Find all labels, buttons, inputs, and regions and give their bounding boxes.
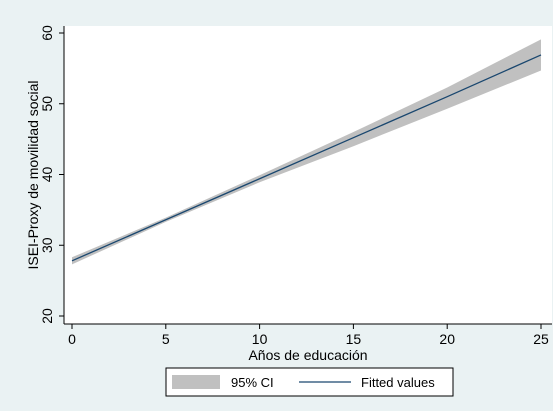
ci-band-layer: [72, 39, 541, 265]
x-tick-label: 0: [68, 331, 76, 347]
y-tick-label: 50: [39, 96, 55, 112]
y-tick-label: 60: [39, 25, 55, 41]
y-ticks: 20 30 40 50 60: [39, 25, 64, 324]
plot-area: [64, 26, 552, 324]
x-axis-label: Años de educación: [248, 347, 367, 363]
legend-swatch-ci: [172, 375, 220, 389]
y-axis-label: ISEI-Proxy de movilidad social: [25, 80, 41, 269]
x-tick-label: 25: [533, 331, 549, 347]
x-tick-label: 20: [439, 331, 455, 347]
y-tick-label: 20: [39, 308, 55, 324]
ci-band: [72, 39, 541, 265]
fitted-line-layer: [71, 54, 542, 262]
x-tick-label: 5: [162, 331, 170, 347]
x-tick-label: 15: [346, 331, 362, 347]
y-tick-label: 30: [39, 237, 55, 253]
legend: 95% CI Fitted values: [165, 367, 454, 397]
y-tick-label: 40: [39, 167, 55, 183]
x-tick-label: 10: [252, 331, 268, 347]
legend-label-fitted: Fitted values: [361, 375, 435, 390]
fitted-line: [71, 54, 542, 262]
x-ticks: 0 5 10 15 20 25: [68, 324, 549, 347]
legend-label-ci: 95% CI: [231, 375, 274, 390]
